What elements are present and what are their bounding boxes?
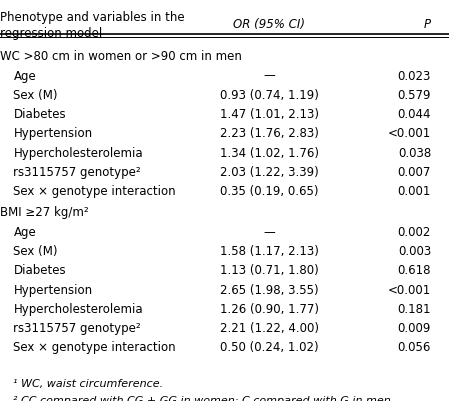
Text: 0.181: 0.181: [398, 303, 431, 316]
Text: ¹ WC, waist circumference.: ¹ WC, waist circumference.: [13, 379, 164, 389]
Text: Age: Age: [13, 69, 36, 83]
Text: OR (95% CI): OR (95% CI): [234, 18, 305, 31]
Text: —: —: [264, 226, 275, 239]
Text: 2.65 (1.98, 3.55): 2.65 (1.98, 3.55): [220, 284, 319, 296]
Text: P: P: [424, 18, 431, 31]
Text: 0.009: 0.009: [398, 322, 431, 335]
Text: —: —: [264, 69, 275, 83]
Text: Diabetes: Diabetes: [13, 108, 66, 121]
Text: 0.35 (0.19, 0.65): 0.35 (0.19, 0.65): [220, 185, 319, 198]
Text: rs3115757 genotype²: rs3115757 genotype²: [13, 166, 141, 179]
Text: 0.579: 0.579: [398, 89, 431, 102]
Text: 0.023: 0.023: [398, 69, 431, 83]
Text: Age: Age: [13, 226, 36, 239]
Text: 1.34 (1.02, 1.76): 1.34 (1.02, 1.76): [220, 147, 319, 160]
Text: regression model: regression model: [0, 27, 102, 40]
Text: Sex (M): Sex (M): [13, 245, 58, 258]
Text: 2.23 (1.76, 2.83): 2.23 (1.76, 2.83): [220, 128, 319, 140]
Text: 0.50 (0.24, 1.02): 0.50 (0.24, 1.02): [220, 341, 319, 354]
Text: 0.003: 0.003: [398, 245, 431, 258]
Text: 0.618: 0.618: [398, 264, 431, 277]
Text: Hypertension: Hypertension: [13, 284, 92, 296]
Text: 1.26 (0.90, 1.77): 1.26 (0.90, 1.77): [220, 303, 319, 316]
Text: Sex (M): Sex (M): [13, 89, 58, 102]
Text: Phenotype and variables in the: Phenotype and variables in the: [0, 11, 185, 24]
Text: <0.001: <0.001: [388, 128, 431, 140]
Text: 0.007: 0.007: [398, 166, 431, 179]
Text: Sex × genotype interaction: Sex × genotype interaction: [13, 185, 176, 198]
Text: 0.93 (0.74, 1.19): 0.93 (0.74, 1.19): [220, 89, 319, 102]
Text: ² CC compared with CG + GG in women; C compared with G in men.: ² CC compared with CG + GG in women; C c…: [13, 396, 395, 401]
Text: 1.47 (1.01, 2.13): 1.47 (1.01, 2.13): [220, 108, 319, 121]
Text: 1.58 (1.17, 2.13): 1.58 (1.17, 2.13): [220, 245, 319, 258]
Text: WC >80 cm in women or >90 cm in men: WC >80 cm in women or >90 cm in men: [0, 50, 242, 63]
Text: Hypercholesterolemia: Hypercholesterolemia: [13, 147, 143, 160]
Text: 2.21 (1.22, 4.00): 2.21 (1.22, 4.00): [220, 322, 319, 335]
Text: Hypertension: Hypertension: [13, 128, 92, 140]
Text: 1.13 (0.71, 1.80): 1.13 (0.71, 1.80): [220, 264, 319, 277]
Text: Hypercholesterolemia: Hypercholesterolemia: [13, 303, 143, 316]
Text: Sex × genotype interaction: Sex × genotype interaction: [13, 341, 176, 354]
Text: Diabetes: Diabetes: [13, 264, 66, 277]
Text: BMI ≥27 kg/m²: BMI ≥27 kg/m²: [0, 207, 89, 219]
Text: 0.056: 0.056: [398, 341, 431, 354]
Text: 0.001: 0.001: [398, 185, 431, 198]
Text: <0.001: <0.001: [388, 284, 431, 296]
Text: 0.044: 0.044: [398, 108, 431, 121]
Text: rs3115757 genotype²: rs3115757 genotype²: [13, 322, 141, 335]
Text: 0.002: 0.002: [398, 226, 431, 239]
Text: 0.038: 0.038: [398, 147, 431, 160]
Text: 2.03 (1.22, 3.39): 2.03 (1.22, 3.39): [220, 166, 319, 179]
